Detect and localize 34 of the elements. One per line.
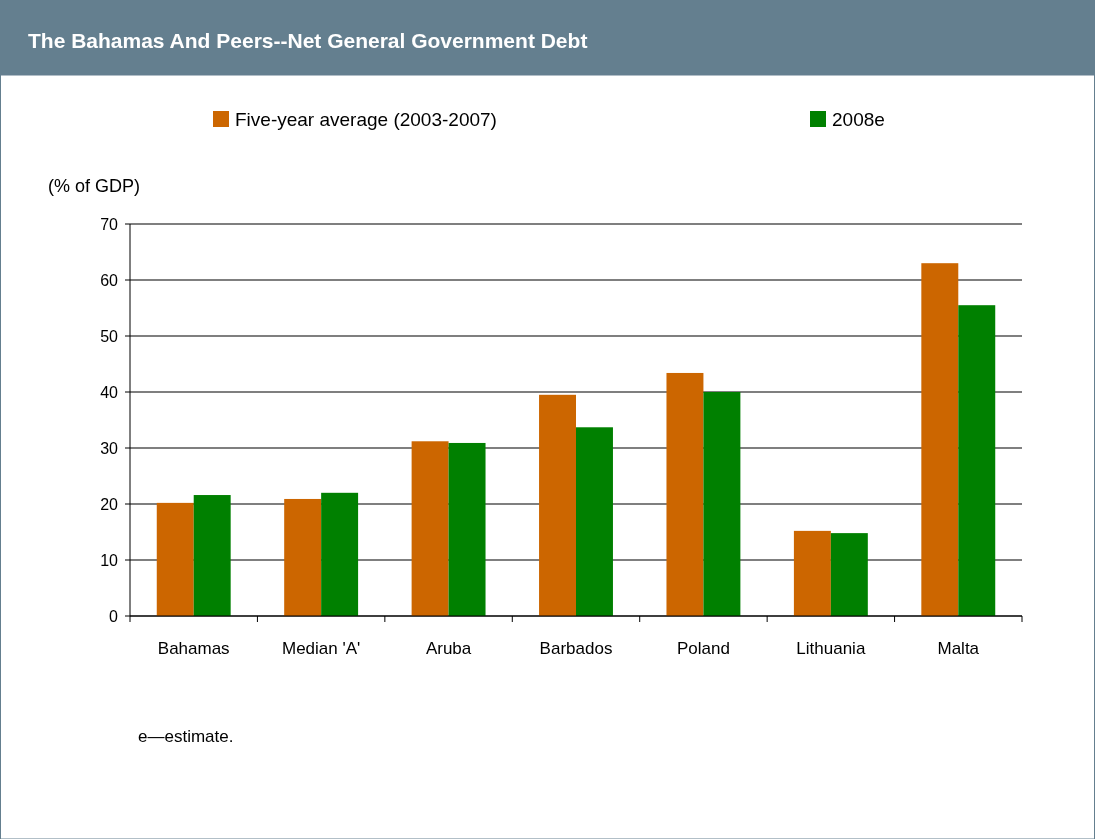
x-tick-label: Bahamas <box>157 639 230 658</box>
bar <box>921 263 959 616</box>
legend-label: Five-year average (2003-2007) <box>235 109 497 130</box>
bar <box>539 394 576 616</box>
bar <box>284 498 322 616</box>
bar <box>666 372 704 616</box>
y-tick-label: 0 <box>109 607 119 625</box>
bar <box>321 492 359 616</box>
bar <box>958 305 996 616</box>
y-tick-label: 10 <box>100 551 119 569</box>
y-tick-label: 60 <box>100 271 119 289</box>
bar <box>156 502 194 616</box>
y-tick-label: 40 <box>100 383 119 401</box>
bar <box>576 427 613 616</box>
y-tick-label: 50 <box>100 327 119 345</box>
text: e—estimate. <box>138 727 234 746</box>
x-tick-label: Barbados <box>539 639 613 658</box>
x-tick-label: Median 'A' <box>281 639 361 658</box>
y-tick-label: 20 <box>100 495 119 513</box>
legend-label: 2008e <box>832 109 885 130</box>
bar <box>830 533 868 616</box>
y-axis-title: (% of GDP) <box>48 176 141 196</box>
bar <box>193 495 231 616</box>
x-tick-label: Aruba <box>425 639 472 658</box>
bar <box>703 392 741 616</box>
chart-title: The Bahamas And Peers--Net General Government Debt <box>28 29 588 52</box>
y-tick-label: 30 <box>100 439 119 457</box>
x-tick-label: Malta <box>937 639 980 658</box>
x-tick-label: Lithuania <box>796 639 866 658</box>
bar <box>448 442 486 616</box>
y-tick-label: 70 <box>100 215 119 233</box>
x-tick-label: Poland <box>676 639 730 658</box>
bar <box>793 530 831 616</box>
bar <box>411 441 449 616</box>
